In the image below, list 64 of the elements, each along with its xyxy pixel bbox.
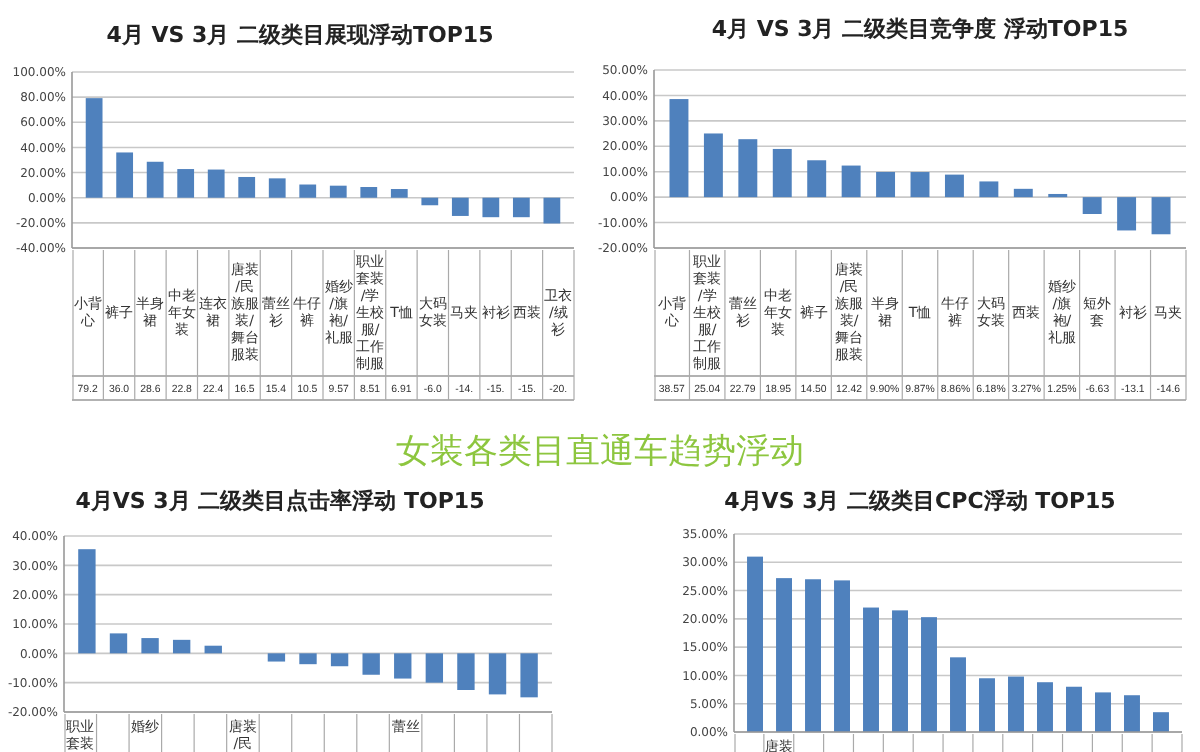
bar <box>204 645 222 654</box>
bar <box>268 178 286 198</box>
bar <box>543 197 561 224</box>
chart-title: 4月 VS 3月 二级类目展现浮动TOP15 <box>106 22 494 48</box>
bar <box>1066 686 1082 732</box>
bar <box>807 160 827 198</box>
bar <box>892 610 908 732</box>
bar <box>238 176 256 198</box>
bar <box>172 639 191 654</box>
bar <box>1151 197 1171 235</box>
bar <box>738 139 758 198</box>
bar <box>360 187 378 198</box>
bar <box>146 161 164 198</box>
bar <box>488 653 507 695</box>
bar <box>805 579 821 732</box>
bar <box>482 197 500 218</box>
bar <box>703 133 723 198</box>
bar <box>457 653 475 690</box>
bar <box>362 653 380 675</box>
bar <box>1037 682 1053 732</box>
bar <box>141 638 159 654</box>
bar <box>394 653 412 679</box>
bar <box>520 653 538 698</box>
bar <box>267 653 286 662</box>
bar <box>863 607 879 732</box>
bar <box>78 549 96 654</box>
text: 女装各类目直通车趋势浮动 <box>396 432 804 472</box>
bar <box>1095 692 1111 732</box>
bar <box>177 169 195 198</box>
bar <box>116 152 134 198</box>
bar <box>299 184 317 198</box>
bar <box>776 578 792 732</box>
bar <box>1153 712 1169 732</box>
bar <box>834 580 850 732</box>
bar <box>85 98 103 198</box>
bar <box>669 99 689 198</box>
bar <box>841 165 861 198</box>
bar <box>390 189 408 198</box>
bar <box>329 185 347 198</box>
bar <box>207 169 225 198</box>
bar <box>421 197 439 206</box>
chart-title: 4月VS 3月 二级类目CPC浮动 TOP15 <box>724 488 1116 514</box>
bar <box>1008 676 1024 732</box>
bar <box>876 171 896 198</box>
bar <box>299 653 317 665</box>
bar <box>772 148 792 198</box>
bar <box>979 181 999 198</box>
bar <box>109 633 128 654</box>
chart-title: 4月VS 3月 二级类目点击率浮动 TOP15 <box>75 488 485 514</box>
bar <box>950 657 966 732</box>
bar <box>1124 695 1140 732</box>
bar <box>921 617 937 732</box>
bar <box>747 556 763 732</box>
bar <box>944 174 964 198</box>
bar <box>451 197 469 216</box>
bar <box>1013 188 1033 198</box>
bar <box>330 653 349 667</box>
bar <box>910 172 930 198</box>
chart-title: 4月 VS 3月 二级类目竞争度 浮动TOP15 <box>711 16 1129 42</box>
bar <box>1117 197 1137 231</box>
bar <box>1082 197 1102 214</box>
bar <box>425 653 444 683</box>
bar <box>979 678 995 732</box>
bar <box>512 197 530 218</box>
